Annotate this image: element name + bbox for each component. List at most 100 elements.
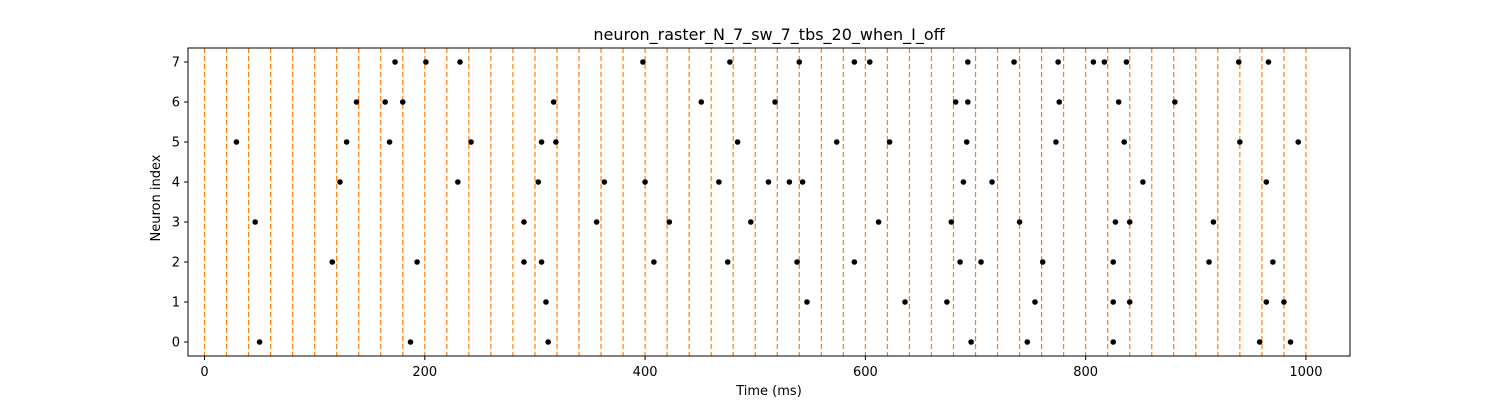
spike-point (601, 179, 608, 185)
x-tick-label: 1000 (1289, 365, 1322, 380)
spike-point (392, 59, 398, 65)
y-axis-ticks: 0 1 2 3 4 5 6 7 (172, 56, 188, 351)
spike-point (256, 339, 263, 345)
spike-point (353, 99, 360, 105)
spike-point (1115, 99, 1122, 105)
spike-point (851, 259, 858, 265)
spike-point (968, 339, 974, 345)
x-tick-label: 600 (853, 365, 878, 380)
x-tick-label: 200 (412, 365, 437, 380)
spike-point (794, 259, 800, 265)
spike-point (965, 99, 971, 105)
spike-point (538, 139, 545, 145)
spike-point (1053, 139, 1059, 145)
x-tick-label: 400 (633, 365, 658, 380)
spike-point (337, 179, 343, 185)
x-tick-label: 800 (1073, 365, 1098, 380)
spike-point (1265, 59, 1272, 65)
spike-point (386, 139, 393, 145)
spike-point (965, 59, 971, 65)
y-tick-label: 1 (172, 296, 180, 311)
spike-point (343, 139, 350, 145)
spike-point (1032, 299, 1038, 305)
spike-point (468, 139, 474, 145)
spike-point (978, 259, 984, 265)
spike-point (1039, 259, 1046, 265)
spike-point (1110, 339, 1116, 345)
spike-point (989, 179, 995, 185)
spike-point (1210, 219, 1217, 225)
y-tick-label: 4 (172, 176, 180, 191)
spike-point (1235, 59, 1242, 65)
spike-point (1237, 139, 1243, 145)
spike-point (423, 59, 429, 65)
y-tick-label: 6 (172, 96, 180, 111)
spike-point (748, 219, 754, 225)
chart-title: neuron_raster_N_7_sw_7_tbs_20_when_I_off (593, 25, 945, 45)
y-tick-label: 2 (172, 256, 180, 271)
spike-point (521, 219, 527, 225)
time-bin-lines (203, 48, 1307, 356)
spike-point (1140, 179, 1146, 185)
spike-point (545, 339, 551, 345)
spike-point (1090, 59, 1097, 65)
spike-point (1110, 299, 1116, 305)
y-tick-label: 5 (172, 136, 180, 151)
spike-point (414, 259, 420, 265)
spike-point (833, 139, 840, 145)
spike-point (1126, 219, 1133, 225)
spike-point (851, 59, 858, 65)
plot-frame (187, 47, 1351, 357)
spike-point (963, 139, 970, 145)
spike-point (593, 219, 600, 225)
spike-point (1263, 299, 1270, 305)
x-axis-label: Time (ms) (735, 384, 802, 399)
spike-point (455, 179, 461, 185)
spike-point (1024, 339, 1031, 345)
spike-point (1110, 259, 1116, 265)
y-axis-label: Neuron index (149, 154, 164, 241)
spike-point (233, 139, 240, 145)
spike-point (944, 299, 950, 305)
spike-point (651, 259, 657, 265)
spike-point (1121, 139, 1128, 145)
spike-point (960, 179, 967, 185)
spike-point (1011, 59, 1017, 65)
spike-point (734, 139, 741, 145)
spike-point (1295, 139, 1302, 145)
spike-markers (233, 59, 1302, 345)
spike-point (1263, 179, 1270, 185)
y-tick-label: 3 (172, 216, 180, 231)
spike-point (875, 219, 882, 225)
spike-point (457, 59, 463, 65)
spike-point (799, 179, 806, 185)
spike-point (866, 59, 873, 65)
spike-point (886, 139, 893, 145)
spike-point (716, 179, 722, 185)
spike-point (952, 99, 959, 105)
spike-point (1206, 259, 1212, 265)
spike-point (550, 99, 557, 105)
spike-point (382, 99, 388, 105)
y-tick-label: 0 (172, 336, 180, 351)
spike-point (727, 59, 733, 65)
y-tick-label: 7 (172, 56, 180, 71)
spike-point (399, 99, 406, 105)
spike-point (1055, 59, 1061, 65)
x-axis-ticks: 0 200 400 600 800 1000 (200, 356, 1322, 380)
spike-point (538, 259, 545, 265)
spike-point (543, 299, 549, 305)
spike-point (1270, 259, 1276, 265)
spike-point (786, 179, 793, 185)
x-tick-label: 0 (200, 365, 208, 380)
spike-point (1126, 299, 1133, 305)
spike-point (1056, 99, 1063, 105)
spike-point (1123, 59, 1130, 65)
spike-point (535, 179, 542, 185)
spike-point (948, 219, 955, 225)
spike-point (252, 219, 258, 225)
spike-point (1281, 299, 1287, 305)
spike-point (698, 99, 705, 105)
